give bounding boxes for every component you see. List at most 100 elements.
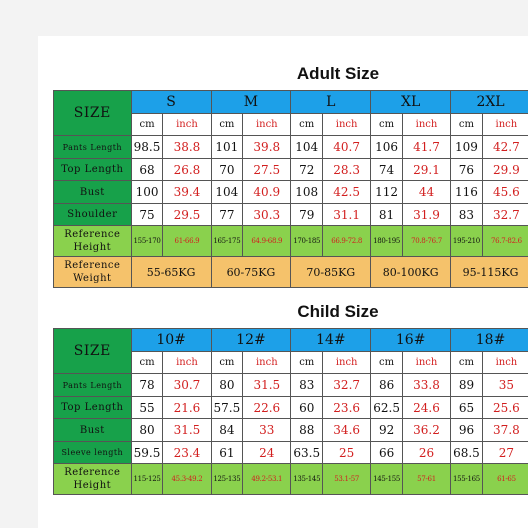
cell-cm: 195-210: [450, 225, 483, 257]
table-row: Pants Length 98.5 38.8 101 39.8 104 40.7…: [53, 135, 528, 159]
cell-inch: 44: [401, 180, 452, 204]
cell-cm: 104: [210, 180, 244, 204]
cell-cm: 96: [450, 418, 483, 442]
cell-cm: 92: [370, 418, 403, 442]
unit-inch: inch: [322, 351, 372, 374]
cell-cm: 68.5: [450, 441, 483, 464]
unit-cm: cm: [450, 351, 483, 374]
cell-cm: 77: [210, 203, 244, 226]
child-size-table: SIZE 10# 12# 14# 16# 18# cm inch cm inch…: [53, 328, 528, 495]
cell-inch: 21.6: [162, 396, 212, 419]
cell-cm: 98.5: [130, 135, 164, 159]
unit-cm: cm: [290, 113, 324, 136]
table-row: Top Length 55 21.6 57.5 22.6 60 23.6 62.…: [53, 396, 528, 419]
row-label: Pants Length: [53, 373, 132, 397]
cell-cm: 108: [290, 180, 324, 204]
weight-cell: 80-100KG: [370, 256, 452, 288]
cell-cm: 165-175: [210, 225, 244, 257]
cell-cm: 135-145: [290, 463, 324, 495]
unit-cm: cm: [130, 351, 164, 374]
cell-inch: 31.5: [242, 373, 292, 397]
unit-inch: inch: [162, 351, 212, 374]
cell-inch: 23.6: [322, 396, 372, 419]
cell-inch: 32.7: [322, 373, 372, 397]
cell-cm: 170-185: [290, 225, 324, 257]
size-header: 18#: [450, 328, 528, 352]
unit-cm: cm: [290, 351, 324, 374]
cell-inch: 64.9-68.9: [242, 225, 292, 257]
row-label: Bust: [53, 418, 132, 442]
size-header: L: [290, 90, 372, 114]
cell-inch: 32.7: [481, 203, 528, 226]
row-label: Reference Height: [53, 463, 132, 495]
cell-inch: 70.8-76.7: [401, 225, 452, 257]
row-label: Bust: [53, 180, 132, 204]
cell-inch: 49.2-53.1: [242, 463, 292, 495]
cell-inch: 29.9: [481, 158, 528, 181]
cell-cm: 112: [370, 180, 403, 204]
cell-cm: 60: [290, 396, 324, 419]
weight-cell: 60-75KG: [210, 256, 292, 288]
unit-inch: inch: [322, 113, 372, 136]
cell-inch: 53.1-57: [322, 463, 372, 495]
cell-cm: 81: [370, 203, 403, 226]
cell-inch: 61-66.9: [162, 225, 212, 257]
cell-cm: 125-135: [210, 463, 244, 495]
size-header: M: [210, 90, 292, 114]
size-corner-label: SIZE: [53, 328, 132, 374]
cell-inch: 26.8: [162, 158, 212, 181]
reference-weight-row: Reference Weight 55-65KG 60-75KG 70-85KG…: [53, 256, 528, 288]
cell-cm: 59.5: [130, 441, 164, 464]
size-header: 16#: [370, 328, 452, 352]
unit-cm: cm: [130, 113, 164, 136]
cell-inch: 36.2: [401, 418, 452, 442]
cell-inch: 34.6: [322, 418, 372, 442]
table-row: Shoulder 75 29.5 77 30.3 79 31.1 81 31.9…: [53, 203, 528, 226]
size-header: 14#: [290, 328, 372, 352]
unit-cm: cm: [370, 351, 403, 374]
cell-cm: 155-170: [130, 225, 164, 257]
cell-cm: 115-125: [130, 463, 164, 495]
cell-cm: 78: [130, 373, 164, 397]
unit-cm: cm: [450, 113, 483, 136]
weight-cell: 95-115KG: [450, 256, 528, 288]
cell-inch: 76.7-82.6: [481, 225, 528, 257]
unit-row: cm inch cm inch cm inch cm inch cm inch: [54, 351, 528, 374]
adult-size-table: SIZE S M L XL 2XL cm inch cm inch cm inc…: [53, 90, 528, 288]
cell-inch: 22.6: [242, 396, 292, 419]
child-size-title: Child Size: [297, 302, 379, 321]
cell-inch: 45.6: [481, 180, 528, 204]
cell-inch: 30.7: [162, 373, 212, 397]
unit-inch: inch: [162, 113, 212, 136]
cell-cm: 145-155: [370, 463, 403, 495]
unit-inch: inch: [242, 351, 292, 374]
table-row: Top Length 68 26.8 70 27.5 72 28.3 74 29…: [53, 158, 528, 181]
cell-inch: 30.3: [242, 203, 292, 226]
cell-cm: 104: [290, 135, 324, 159]
unit-inch: inch: [481, 351, 528, 374]
cell-inch: 33: [242, 418, 292, 442]
cell-inch: 38.8: [162, 135, 212, 159]
row-label: Top Length: [53, 396, 132, 419]
cell-cm: 75: [130, 203, 164, 226]
cell-cm: 180-195: [370, 225, 403, 257]
cell-cm: 80: [210, 373, 244, 397]
row-label: Reference Weight: [53, 256, 132, 288]
unit-inch: inch: [401, 351, 452, 374]
cell-cm: 57.5: [210, 396, 244, 419]
unit-cm: cm: [370, 113, 403, 136]
cell-cm: 55: [130, 396, 164, 419]
cell-cm: 65: [450, 396, 483, 419]
cell-cm: 83: [290, 373, 324, 397]
cell-cm: 89: [450, 373, 483, 397]
cell-inch: 37.8: [481, 418, 528, 442]
row-label: Top Length: [53, 158, 132, 181]
cell-inch: 42.7: [481, 135, 528, 159]
size-header: XL: [370, 90, 452, 114]
cell-cm: 100: [130, 180, 164, 204]
cell-cm: 70: [210, 158, 244, 181]
cell-cm: 61: [210, 441, 244, 464]
size-corner-label: SIZE: [53, 90, 132, 136]
adult-size-title: Adult Size: [296, 64, 380, 83]
row-label: Shoulder: [53, 203, 132, 226]
